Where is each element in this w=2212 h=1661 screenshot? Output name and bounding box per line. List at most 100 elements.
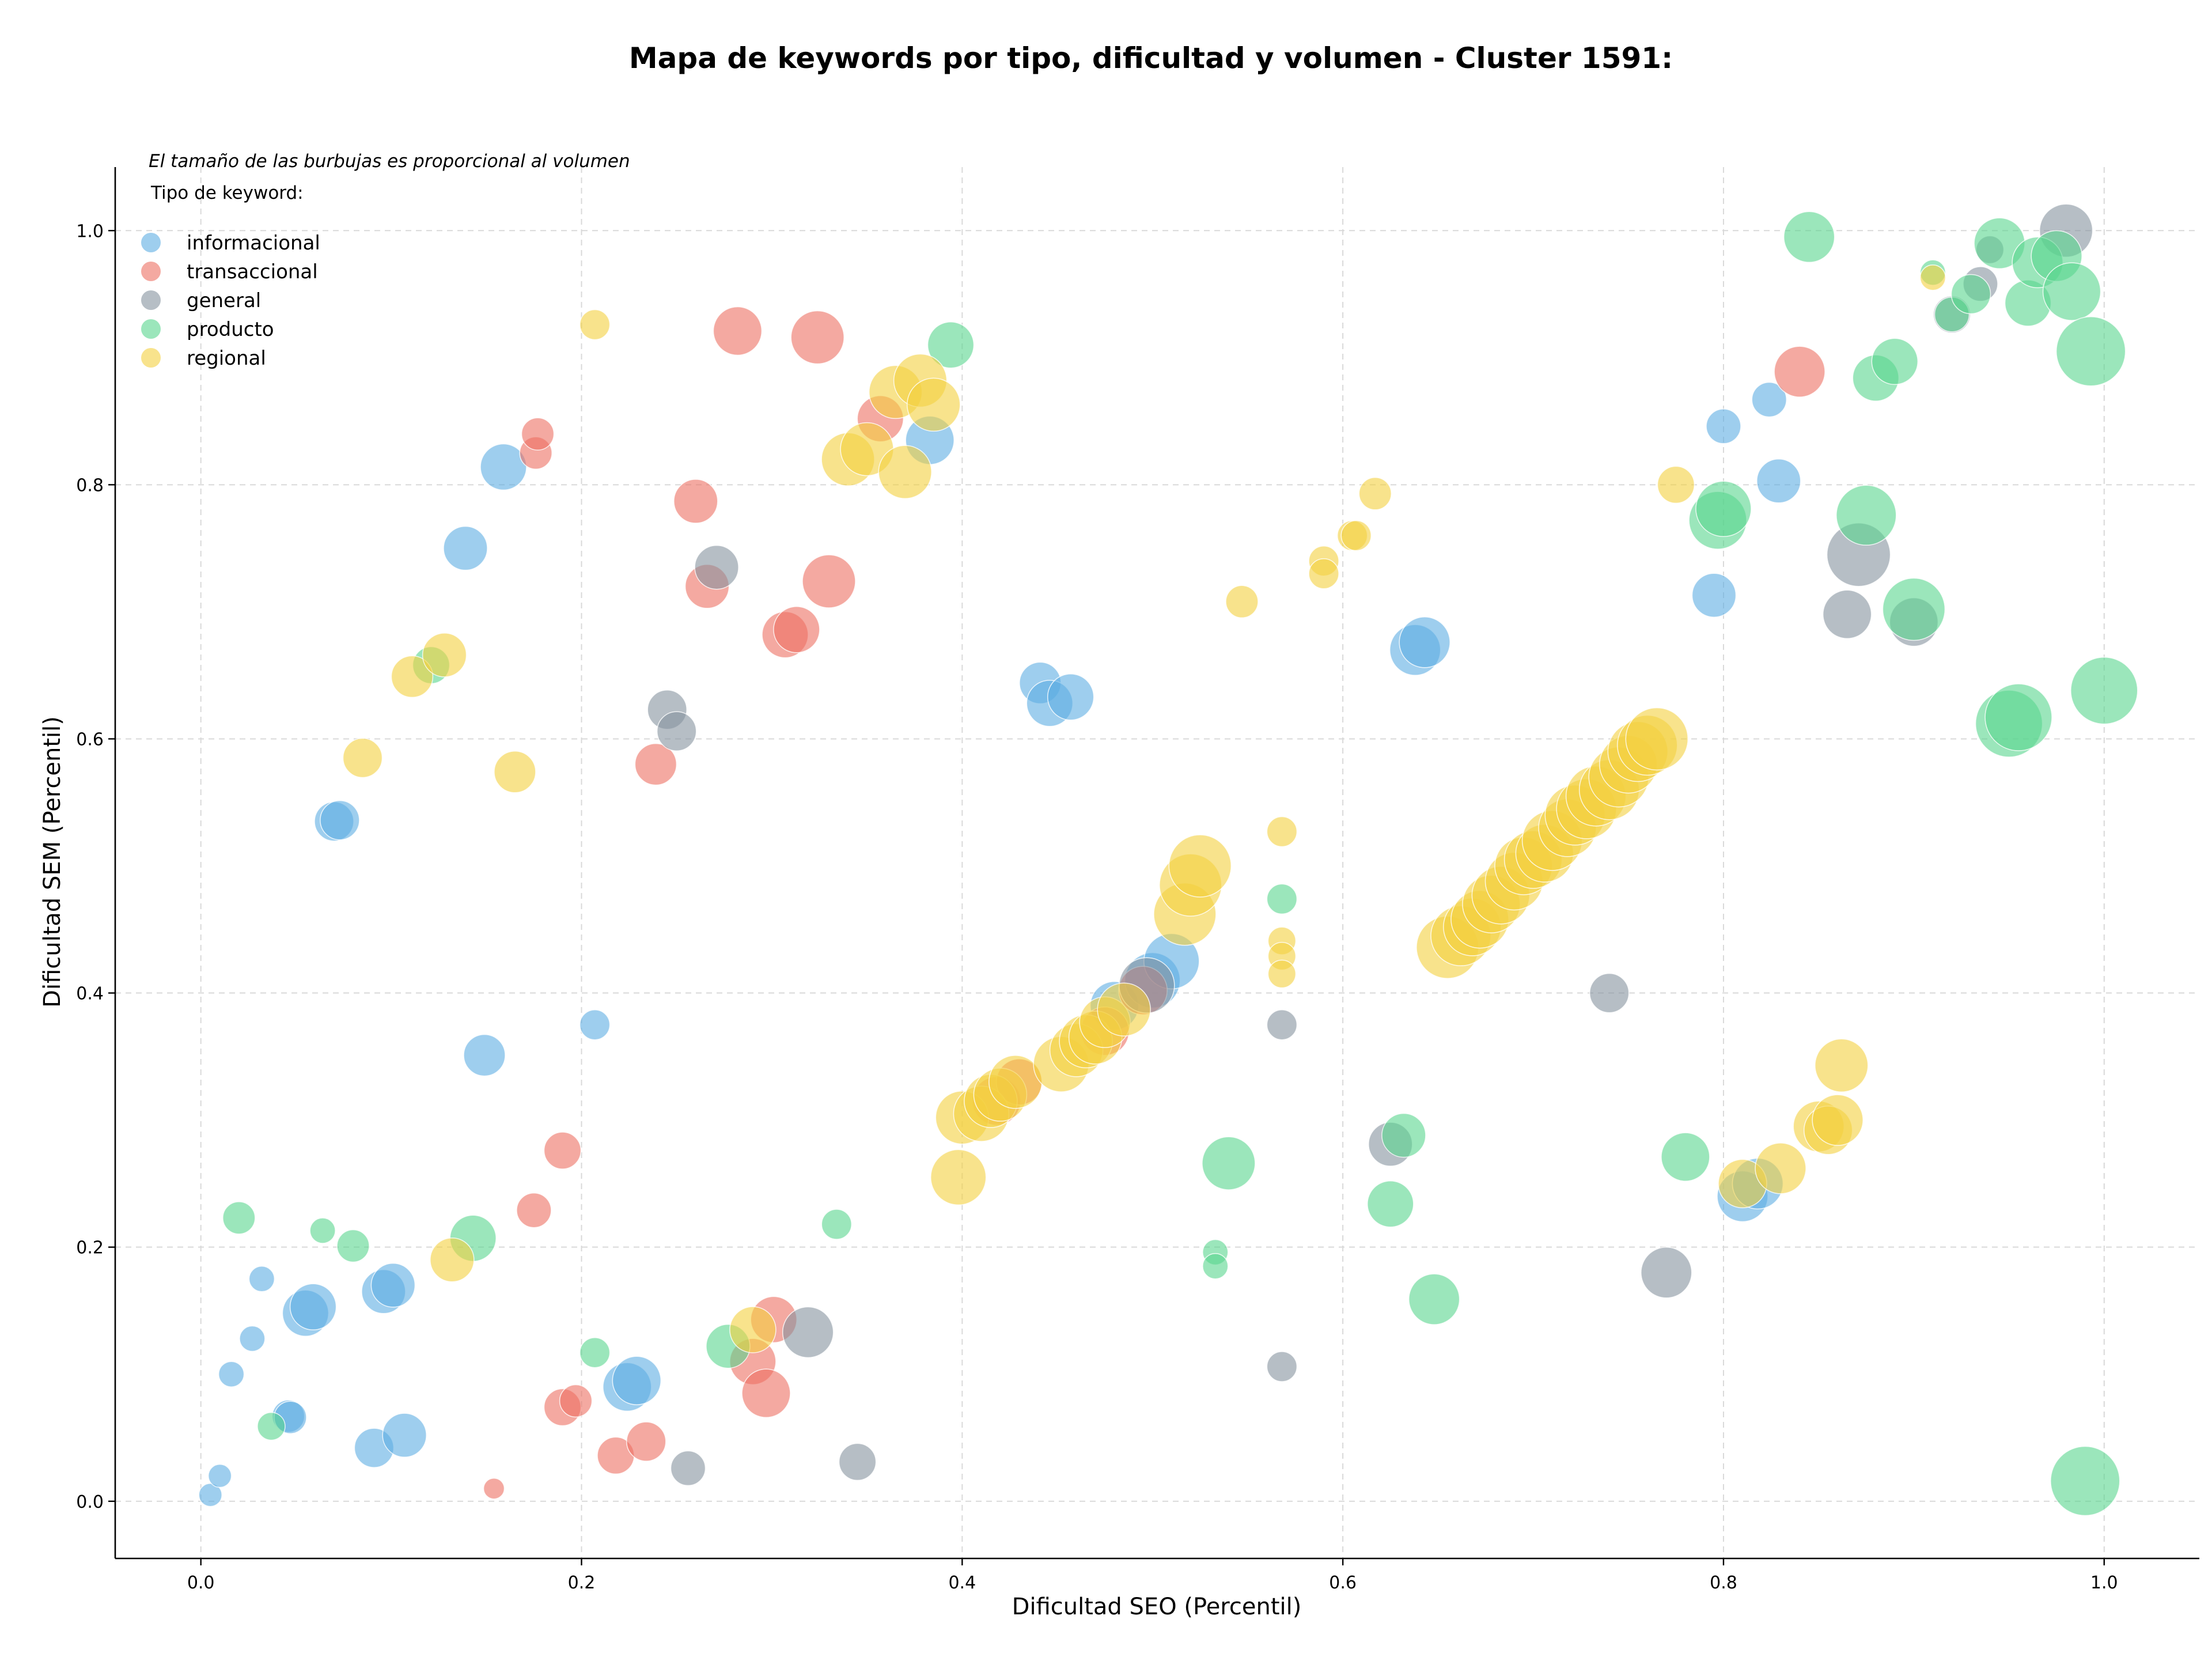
bubble-regional xyxy=(1308,558,1339,589)
bubble-producto xyxy=(1836,485,1897,546)
series-transaccional xyxy=(483,306,1825,1500)
bubble-producto xyxy=(1950,274,1991,315)
x-tick-label: 0.8 xyxy=(1710,1573,1737,1593)
bubble-producto xyxy=(1871,338,1919,385)
bubble-informacional xyxy=(480,443,527,491)
bubble-producto xyxy=(222,1201,256,1235)
bubble-regional xyxy=(1755,1142,1806,1194)
y-tick-label: 0.4 xyxy=(76,984,104,1004)
bubble-transaccional xyxy=(713,306,763,356)
legend-label-transaccional: transaccional xyxy=(187,260,318,283)
ticks: 0.0 0.2 0.4 0.6 0.8 1.0 0.0 0.2 0.4 0.6 0.8 1.0 xyxy=(76,221,2118,1593)
bubble-regional xyxy=(1267,959,1297,989)
legend-label-producto: producto xyxy=(187,318,274,341)
bubbles xyxy=(198,203,2138,1516)
bubble-producto xyxy=(821,1209,853,1240)
bubble-general xyxy=(1589,973,1630,1013)
x-tick-label: 0.6 xyxy=(1329,1573,1357,1593)
bubble-producto xyxy=(1984,683,2052,751)
bubble-informacional xyxy=(248,1266,275,1292)
bubble-producto xyxy=(336,1229,370,1263)
y-tick-label: 0.2 xyxy=(76,1238,104,1258)
legend-items: informacional transaccional general product… xyxy=(141,232,320,370)
bubble-producto xyxy=(1367,1180,1414,1228)
bubble-general xyxy=(670,1450,706,1486)
bubble-informacional xyxy=(198,1482,222,1507)
bubble-informacional xyxy=(1756,459,1801,504)
bubble-informacional xyxy=(579,1009,611,1041)
bubble-transaccional xyxy=(741,1368,791,1418)
bubble-producto xyxy=(257,1412,286,1441)
bubble-regional xyxy=(430,1237,475,1282)
bubble-regional xyxy=(422,633,467,678)
x-tick-label: 1.0 xyxy=(2090,1573,2118,1593)
bubble-regional xyxy=(930,1149,987,1206)
legend-title: Tipo de keyword: xyxy=(150,183,304,203)
bubble-general xyxy=(1641,1247,1692,1299)
bubble-regional xyxy=(1812,1094,1863,1146)
bubble-producto xyxy=(927,321,975,369)
bubble-informacional xyxy=(239,1325,266,1352)
bubble-regional xyxy=(1919,264,1946,291)
bubble-regional xyxy=(391,655,434,698)
bubble-transaccional xyxy=(790,310,844,365)
bubble-transaccional xyxy=(773,606,820,653)
bubble-informacional xyxy=(218,1361,245,1387)
bubble-general xyxy=(694,544,739,590)
legend-label-informacional: informacional xyxy=(187,232,320,255)
bubble-informacional xyxy=(443,525,488,571)
bubble-producto xyxy=(1882,577,1946,641)
bubble-informacional xyxy=(612,1356,662,1405)
bubble-transaccional xyxy=(516,1192,552,1228)
bubble-transaccional xyxy=(559,1384,593,1418)
bubble-regional xyxy=(1358,477,1392,510)
bubble-transaccional xyxy=(483,1477,505,1500)
bubble-general xyxy=(782,1306,834,1359)
bubble-regional xyxy=(1097,982,1151,1036)
bubble-informacional xyxy=(463,1034,506,1077)
y-tick-label: 1.0 xyxy=(76,221,104,241)
bubble-general xyxy=(656,711,697,751)
x-axis-label: Dificultad SEO (Percentil) xyxy=(1012,1594,1302,1620)
bubble-regional xyxy=(1168,834,1232,898)
bubble-producto xyxy=(1783,211,1835,263)
bubble-producto xyxy=(1695,480,1752,538)
bubble-producto xyxy=(1202,1136,1256,1190)
bubble-regional xyxy=(342,737,383,778)
bubble-general xyxy=(1822,589,1872,640)
x-tick-label: 0.2 xyxy=(568,1573,596,1593)
bubble-producto xyxy=(309,1217,336,1244)
chart-title: Mapa de keywords por tipo, dificultad y … xyxy=(629,41,1673,75)
bubble-producto xyxy=(1661,1132,1710,1182)
bubble-regional xyxy=(494,751,536,793)
bubble-producto xyxy=(2042,262,2101,321)
bubble-informacional xyxy=(207,1463,232,1488)
bubble-informacional xyxy=(1706,408,1741,444)
bubble-regional xyxy=(1657,466,1695,504)
bubble-informacional xyxy=(289,1283,337,1331)
bubble-transaccional xyxy=(634,743,677,786)
legend-marker-general xyxy=(141,290,161,310)
bubble-informacional xyxy=(382,1413,427,1458)
bubble-producto xyxy=(579,1337,611,1368)
y-tick-label: 0.6 xyxy=(76,729,104,750)
bubble-producto xyxy=(1381,1113,1426,1158)
bubble-regional xyxy=(1815,1038,1869,1093)
x-tick-label: 0.4 xyxy=(948,1573,976,1593)
legend-marker-transaccional xyxy=(141,262,161,281)
bubble-regional xyxy=(729,1306,777,1353)
bubble-informacional xyxy=(370,1263,416,1308)
bubble-producto xyxy=(2070,656,2138,725)
bubble-general xyxy=(1266,1351,1298,1382)
bubble-producto xyxy=(1408,1273,1460,1325)
bubble-regional xyxy=(1625,707,1689,771)
bubble-transaccional xyxy=(1774,346,1825,398)
y-tick-label: 0.8 xyxy=(76,475,104,495)
bubble-informacional xyxy=(1399,616,1450,668)
series-informacional xyxy=(198,381,1801,1507)
size-note: El tamaño de las burbujas es proporciona… xyxy=(149,151,630,172)
bubble-transaccional xyxy=(521,417,555,451)
y-tick-label: 0.0 xyxy=(76,1492,104,1512)
bubble-general xyxy=(1266,1009,1298,1041)
